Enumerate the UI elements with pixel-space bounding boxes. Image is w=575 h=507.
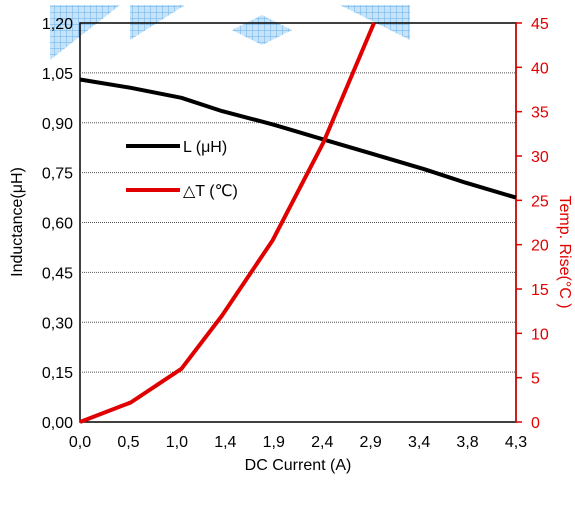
left-tick-label: 0,75 — [42, 166, 73, 183]
right-tick-label: 0 — [531, 415, 540, 432]
right-tick-label: 15 — [531, 282, 549, 299]
x-tick-label: 2,9 — [360, 434, 382, 451]
plot-area — [79, 22, 517, 423]
x-axis-ticks: 0,0 0,5 1,0 1,4 1,9 2,4 2,9 3,4 3,8 4,3 — [69, 434, 527, 451]
x-tick-label: 3,8 — [456, 434, 478, 451]
right-axis-title: Temp. Rise(°C ) — [556, 195, 573, 308]
left-tick-label: 1,05 — [42, 66, 73, 83]
x-tick-label: 1,9 — [263, 434, 285, 451]
legend-label-inductance: L (μH) — [183, 139, 227, 156]
right-tick-label: 30 — [531, 149, 549, 166]
left-tick-label: 0,45 — [42, 265, 73, 282]
left-tick-label: 0,15 — [42, 365, 73, 382]
left-tick-label: 0,00 — [42, 415, 73, 432]
right-tick-label: 5 — [531, 371, 540, 388]
x-axis-title: DC Current (A) — [245, 457, 352, 474]
right-tick-label: 20 — [531, 238, 549, 255]
right-tick-label: 40 — [531, 60, 549, 77]
right-tick-label: 45 — [531, 16, 549, 33]
right-tick-label: 35 — [531, 105, 549, 122]
x-tick-label: 2,4 — [311, 434, 333, 451]
legend: L (μH) △T (℃) — [126, 139, 238, 200]
left-tick-label: 1,20 — [42, 16, 73, 33]
x-tick-label: 0,5 — [117, 434, 139, 451]
left-tick-label: 0,90 — [42, 116, 73, 133]
left-tick-label: 0,30 — [42, 315, 73, 332]
x-tick-label: 4,3 — [505, 434, 527, 451]
right-tick-label: 10 — [531, 326, 549, 343]
series — [79, 22, 517, 424]
left-axis-title: Inductance(μH) — [9, 167, 26, 277]
left-axis-ticks: 0,00 0,15 0,30 0,45 0,60 0,75 0,90 1,05 1,20 — [42, 16, 73, 432]
right-tick-label: 25 — [531, 193, 549, 210]
x-tick-label: 1,0 — [166, 434, 188, 451]
x-tick-label: 3,4 — [408, 434, 430, 451]
x-tick-label: 1,4 — [214, 434, 236, 451]
x-tick-label: 0,0 — [69, 434, 91, 451]
inductance-line — [79, 77, 517, 200]
grid — [80, 72, 516, 373]
legend-label-temp: △T (℃) — [183, 183, 238, 200]
watermark — [50, 5, 410, 60]
right-axis-ticks: 0 5 10 15 20 25 30 35 40 45 — [516, 16, 549, 432]
temp-rise-line — [79, 22, 376, 424]
left-tick-label: 0,60 — [42, 216, 73, 233]
